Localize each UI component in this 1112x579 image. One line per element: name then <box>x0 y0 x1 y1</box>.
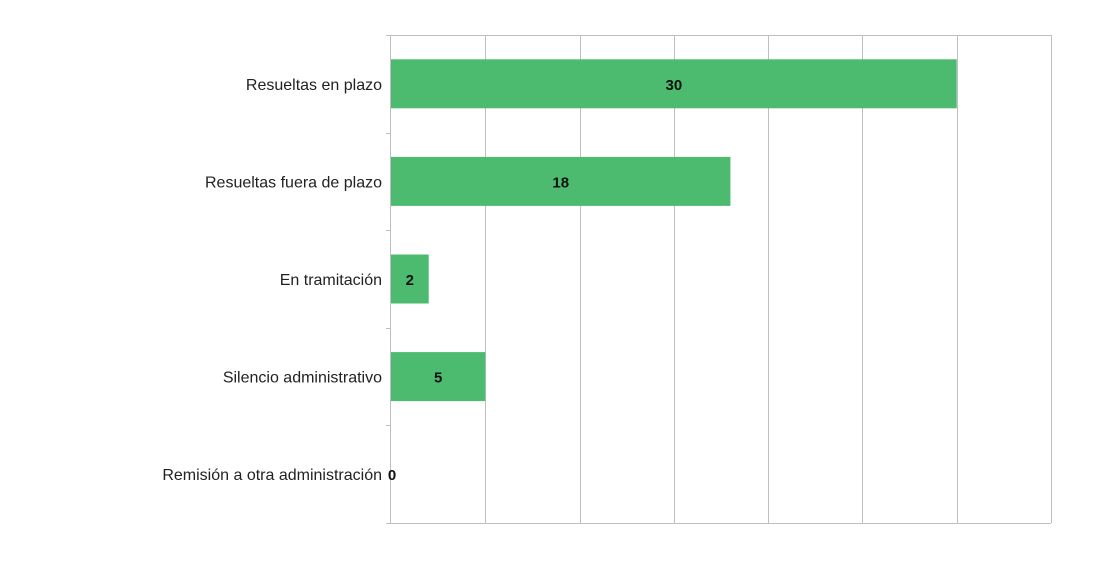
data-label: 0 <box>388 467 396 484</box>
data-label: 30 <box>666 77 683 94</box>
category-label: Resueltas en plazo <box>246 77 382 94</box>
category-label: Remisión a otra administración <box>162 467 382 484</box>
category-label: Silencio administrativo <box>223 370 382 387</box>
bar <box>391 254 429 304</box>
category-labels: Resueltas en plazo Resueltas fuera de pla… <box>162 77 382 484</box>
grid-lines <box>386 35 1052 524</box>
data-label: 5 <box>434 370 442 387</box>
bars <box>391 59 957 402</box>
data-label: 18 <box>552 174 569 191</box>
category-label: Resueltas fuera de plazo <box>205 174 382 191</box>
category-label: En tramitación <box>280 272 382 289</box>
data-label: 2 <box>406 272 414 289</box>
bar <box>391 156 731 206</box>
bar <box>391 352 486 402</box>
bar <box>391 59 957 109</box>
data-labels: 30 18 2 5 0 <box>388 77 682 484</box>
